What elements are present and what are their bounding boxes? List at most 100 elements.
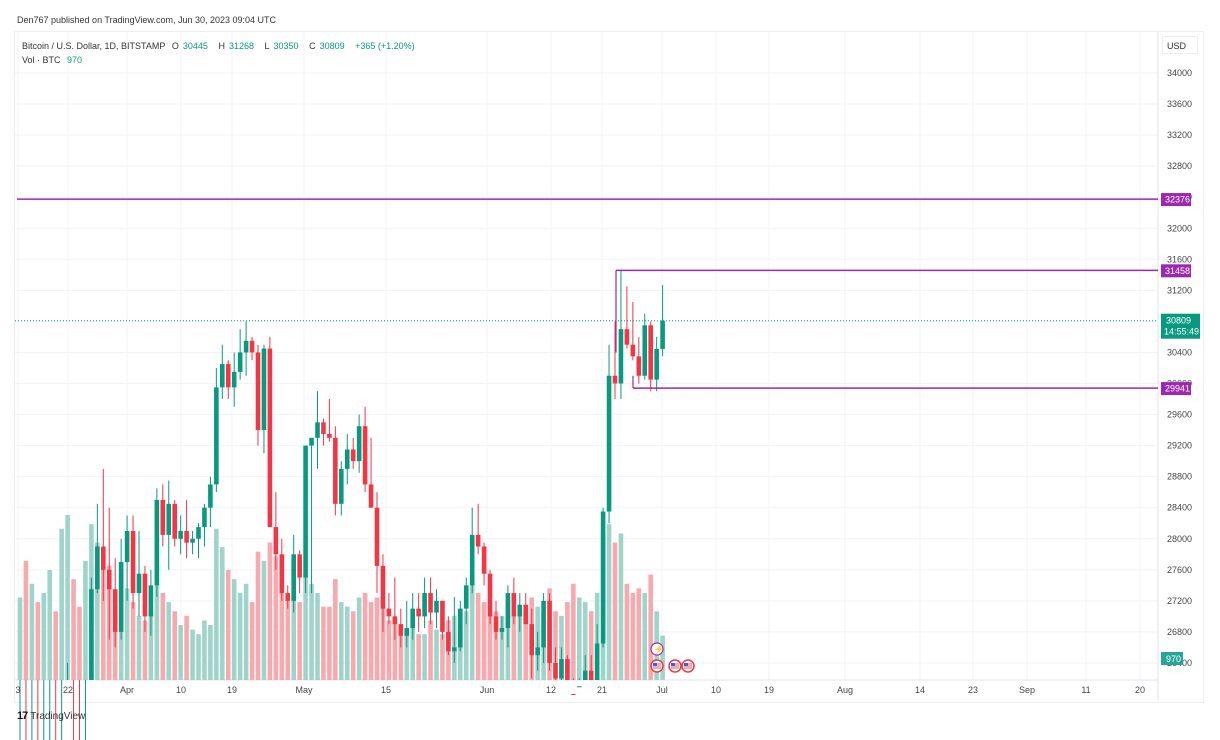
time-tick: 14 — [915, 685, 925, 695]
time-tick: May — [295, 685, 313, 695]
candle-body — [101, 546, 106, 570]
us-flag-event-icon[interactable] — [650, 659, 664, 673]
time-tick: 19 — [227, 685, 237, 695]
price-tick: 34000 — [1167, 68, 1192, 78]
volume-bar — [553, 611, 558, 680]
candle-body — [154, 499, 160, 586]
volume-bar — [636, 588, 642, 680]
volume-bar — [475, 592, 481, 680]
candle-body — [386, 608, 392, 617]
volume-bar — [422, 634, 427, 680]
candle-body — [398, 624, 404, 636]
time-tick: 23 — [968, 685, 978, 695]
candle-body — [344, 449, 350, 469]
us-flag-event-icon[interactable] — [681, 659, 695, 673]
candle-body — [350, 449, 356, 462]
current-price-badge — [1161, 313, 1200, 339]
volume-bar — [374, 597, 380, 680]
candle-body — [118, 562, 124, 632]
candle-body — [469, 534, 475, 586]
volume-bar — [487, 606, 493, 680]
time-tick: 19 — [764, 685, 774, 695]
volume-bar — [434, 629, 439, 680]
level-badge-label: 29941 — [1165, 384, 1190, 394]
candle-body — [517, 604, 523, 617]
volume-label[interactable]: Vol · BTC — [22, 55, 61, 65]
volume-row: Vol · BTC 970 — [22, 53, 419, 67]
volume-bar — [166, 602, 172, 680]
time-tick: Jun — [480, 685, 495, 695]
candle-body — [577, 686, 582, 688]
candle-body — [505, 593, 511, 629]
time-tick: Apr — [120, 685, 134, 695]
candle-body — [571, 694, 576, 695]
volume-bar — [17, 597, 23, 680]
candle-body — [410, 608, 415, 629]
candle-body — [220, 364, 225, 388]
volume-bar — [577, 597, 582, 680]
lightning-event-icon[interactable] — [650, 642, 664, 656]
candle-body — [493, 616, 499, 632]
time-tick: 21 — [597, 685, 607, 695]
volume-bar — [208, 625, 213, 680]
currency-selector[interactable]: USD — [1162, 36, 1198, 54]
candle-body — [547, 600, 552, 663]
volume-bar — [154, 583, 160, 680]
symbol-name[interactable]: Bitcoin / U.S. Dollar, 1D, BITSTAMP — [22, 41, 166, 51]
tradingview-logo[interactable]: 17 TradingView — [17, 710, 86, 722]
volume-bar — [440, 634, 445, 680]
volume-bar — [65, 515, 70, 680]
candle-body — [184, 530, 189, 543]
price-change: +365 (+1.20%) — [355, 41, 415, 51]
volume-bar — [523, 611, 529, 680]
volume-bar — [214, 528, 219, 680]
chart-grid — [15, 32, 1159, 700]
candle-body — [327, 433, 332, 438]
candle-body — [178, 530, 183, 539]
candle-body — [475, 534, 481, 547]
candle-body — [511, 593, 517, 617]
time-axis: 3 22 Apr 10 19 May 15 Jun 12 21 Jul 10 19 Aug 14 23 Sep 1… — [15, 685, 1145, 695]
event-markers: ⚡ — [650, 642, 695, 673]
candle-body — [588, 670, 594, 680]
candle-body — [148, 585, 154, 617]
candle-body — [374, 507, 380, 566]
candle-body — [172, 503, 177, 539]
tv-logo-icon: 17 — [17, 710, 28, 722]
time-tick: Jul — [656, 685, 668, 695]
candle-body — [463, 585, 469, 609]
volume-bar — [463, 611, 469, 680]
volume-bar — [142, 620, 148, 680]
volume-bar — [588, 611, 594, 680]
price-tick: 28400 — [1167, 503, 1192, 513]
candle-body — [481, 546, 487, 574]
candle-body — [440, 600, 445, 632]
candle-body — [594, 643, 600, 680]
volume-bar — [368, 602, 374, 680]
volume-bar — [362, 592, 368, 680]
candle-body — [231, 371, 237, 388]
volume-bar — [297, 602, 302, 680]
volume-bar — [612, 542, 618, 680]
volume-bar — [428, 620, 433, 680]
candle-body — [89, 589, 94, 680]
us-flag-event-icon[interactable] — [668, 659, 682, 673]
volume-badge-label: 970 — [1166, 654, 1181, 664]
price-tick: 29200 — [1167, 441, 1192, 451]
volume-bar — [243, 583, 249, 680]
volume-bar — [344, 606, 350, 680]
volume-bar — [196, 634, 201, 680]
volume-bar — [458, 625, 463, 680]
volume-bar — [23, 560, 29, 680]
candle-body — [130, 530, 136, 594]
candle-body — [106, 569, 112, 590]
level-badge-label: 31458 — [1165, 266, 1190, 276]
candle-body — [225, 364, 231, 388]
volume-bar — [309, 583, 314, 680]
volume-badge — [1161, 652, 1183, 665]
ohlc-close: C 30809 — [309, 41, 345, 51]
candle-body — [487, 573, 493, 617]
volume-bar — [648, 574, 653, 680]
volume-bar — [392, 620, 398, 680]
